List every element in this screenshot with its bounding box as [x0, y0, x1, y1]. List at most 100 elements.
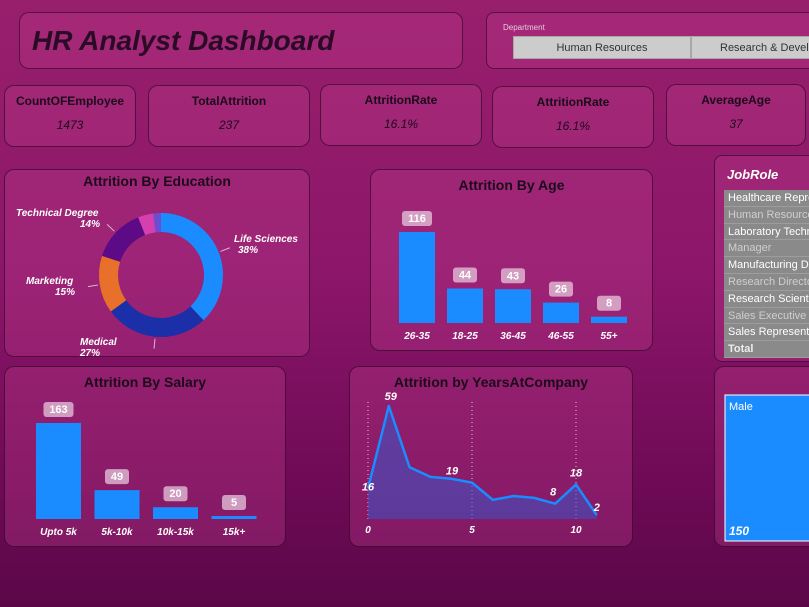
- data-label: 18: [570, 468, 583, 480]
- x-tick-label: 26-35: [403, 331, 430, 342]
- age-bar-chart: 116 26-35 44 18-25 43 36-45 26 46-55 8 55+: [399, 211, 627, 342]
- category-label: Male: [729, 401, 753, 413]
- title-card: HR Analyst Dashboard: [19, 12, 463, 69]
- jobrole-item[interactable]: Sales Executive: [724, 307, 809, 325]
- donut-label-name: Technical Degree: [16, 208, 99, 219]
- jobrole-item[interactable]: Manager: [724, 240, 809, 258]
- x-tick-label: 5: [469, 525, 475, 536]
- years-chart-card: Attrition by YearsAtCompany 0 5 10 16 59 19 8 1…: [349, 366, 633, 547]
- data-label-bg: [597, 295, 621, 311]
- salary-chart-card: Attrition By Salary 163 Upto 5k 49 5k-10k 20…: [4, 366, 286, 547]
- data-label: 19: [446, 466, 459, 478]
- bar: [153, 507, 198, 519]
- data-label-bg: [501, 268, 525, 284]
- data-label: 116: [408, 213, 426, 225]
- salary-bar-chart: 163 Upto 5k 49 5k-10k 20 10k-15k 5 15k+: [36, 402, 257, 538]
- bar: [211, 516, 257, 519]
- donut-label-pct: 14%: [80, 219, 100, 230]
- kpi-average-age: AverageAge 37: [666, 84, 806, 146]
- jobrole-slicer: JobRole Healthcare RepresentativeHuman R…: [714, 155, 809, 362]
- kpi-title: AttritionRate: [536, 95, 610, 109]
- jobrole-total: Total: [724, 341, 809, 358]
- chart-title: Attrition By Salary: [83, 374, 207, 390]
- jobrole-item[interactable]: Manufacturing Director: [724, 257, 809, 274]
- donut-slice-2: [99, 255, 127, 312]
- x-tick-label: 36-45: [500, 331, 526, 342]
- donut-label-pct: 38%: [238, 245, 258, 256]
- age-chart-card: Attrition By Age 116 26-35 44 18-25 43 36-45 2…: [370, 169, 653, 351]
- kpi-title: CountOFEmployee: [15, 94, 124, 108]
- data-label: 150: [729, 524, 749, 538]
- data-label: 8: [606, 298, 612, 310]
- data-label: 26: [555, 284, 567, 296]
- data-label-bg: [222, 495, 246, 510]
- kpi-attrition-rate-2: AttritionRate 16.1%: [492, 86, 654, 148]
- kpi-title: AverageAge: [701, 93, 771, 107]
- x-tick-label: 10k-15k: [157, 527, 194, 538]
- gender-bar-chart: Male 150: [724, 394, 809, 542]
- jobrole-item[interactable]: Laboratory Technician: [724, 223, 809, 241]
- data-label: 44: [459, 269, 472, 281]
- area-line: [366, 404, 598, 516]
- x-tick-label: 10: [570, 525, 582, 536]
- kpi-title: TotalAttrition: [191, 94, 267, 108]
- jobrole-item[interactable]: Research Director: [724, 273, 809, 291]
- kpi-value: 16.1%: [383, 117, 419, 131]
- data-label: 43: [507, 270, 519, 282]
- data-label: 5: [231, 497, 237, 509]
- bar: [724, 394, 809, 542]
- data-label: 163: [49, 404, 67, 416]
- data-label-bg: [105, 469, 129, 485]
- bar: [36, 423, 81, 519]
- bar: [543, 302, 579, 323]
- kpi-attrition-rate: AttritionRate 16.1%: [320, 84, 482, 146]
- bar: [591, 316, 627, 323]
- x-tick-label: 46-55: [547, 331, 574, 342]
- kpi-title: AttritionRate: [364, 93, 438, 107]
- jobrole-title: JobRole: [727, 167, 779, 182]
- slicer-label: Department: [503, 23, 545, 32]
- data-label-bg: [549, 281, 573, 297]
- x-tick-label: 0: [365, 525, 371, 536]
- donut-leader-0: [220, 247, 230, 252]
- donut-label-name: Medical: [80, 337, 117, 348]
- jobrole-item[interactable]: Human Resources: [724, 206, 809, 224]
- slicer-option-human-resources[interactable]: Human Resources: [513, 36, 691, 59]
- education-chart-card: Attrition By Education Life Sciences 38% M…: [4, 169, 310, 358]
- kpi-total-attrition: TotalAttrition 237: [148, 85, 310, 147]
- donut-slice-0: [161, 213, 224, 321]
- bar: [399, 232, 435, 323]
- donut-label-name: Life Sciences: [234, 234, 298, 245]
- data-label: 2: [593, 502, 600, 514]
- data-label-bg: [43, 402, 74, 417]
- kpi-value: 1473: [56, 118, 84, 132]
- area-fill: [368, 406, 597, 519]
- data-label: 49: [111, 471, 123, 483]
- jobrole-list: Healthcare RepresentativeHuman Resources…: [724, 190, 809, 358]
- donut-leader-1: [153, 338, 156, 349]
- chart-title: Attrition By Age: [458, 177, 565, 193]
- chart-title: Attrition By Education: [83, 173, 231, 189]
- data-label-bg: [402, 211, 432, 226]
- donut-label-pct: 15%: [55, 287, 75, 298]
- x-tick-label: 15k+: [223, 527, 246, 538]
- chart-title: Attrition by YearsAtCompany: [393, 374, 589, 390]
- jobrole-item[interactable]: Healthcare Representative: [724, 190, 809, 207]
- bar: [94, 490, 140, 519]
- x-tick-label: Upto 5k: [40, 527, 77, 538]
- jobrole-item[interactable]: Sales Representative: [724, 324, 809, 342]
- department-slicer: Department Human Resources Research & De…: [486, 12, 809, 69]
- years-area-chart: 0 5 10 16 59 19 8 18 2: [362, 391, 600, 536]
- kpi-value: 16.1%: [555, 119, 591, 133]
- x-tick-label: 55+: [601, 331, 618, 342]
- donut-leader-2: [87, 284, 98, 288]
- donut-slice-4: [138, 213, 156, 236]
- kpi-count-employee: CountOFEmployee 1473: [4, 85, 136, 147]
- bar: [495, 289, 531, 323]
- jobrole-item[interactable]: Research Scientist: [724, 290, 809, 308]
- data-label-bg: [453, 267, 477, 283]
- donut-label-name: Marketing: [26, 276, 73, 287]
- slicer-option-research-development[interactable]: Research & Development: [691, 36, 809, 59]
- donut-slice-1: [110, 300, 204, 337]
- donut-slice-3: [102, 217, 146, 262]
